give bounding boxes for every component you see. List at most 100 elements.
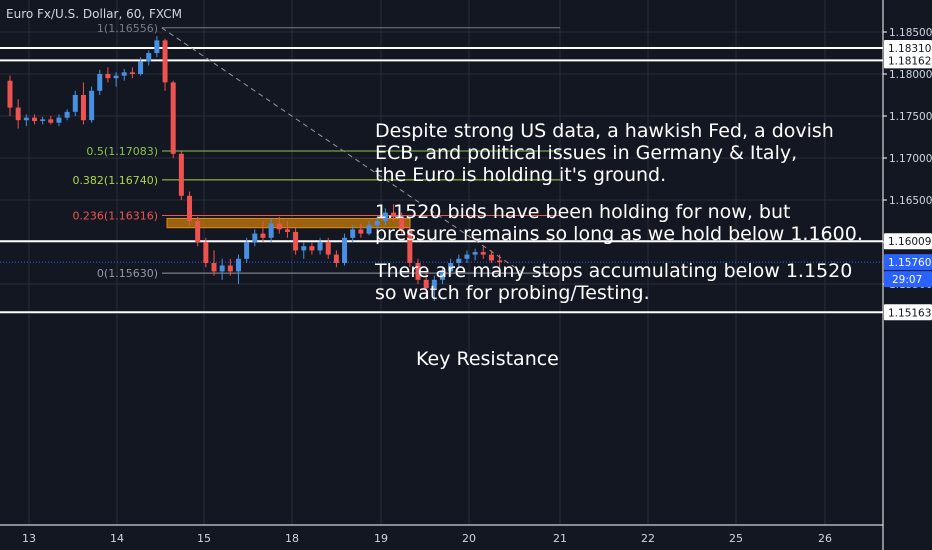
candle bbox=[317, 237, 323, 255]
candle bbox=[382, 208, 388, 226]
candle-body bbox=[129, 72, 135, 74]
candle bbox=[325, 237, 331, 259]
candle-body bbox=[56, 117, 62, 123]
candle-body bbox=[456, 258, 462, 263]
candle-body bbox=[399, 216, 405, 230]
candle bbox=[497, 254, 503, 268]
price-level-badge-label: 1.15760 bbox=[888, 257, 931, 269]
candle-body bbox=[7, 80, 13, 108]
candle-body bbox=[342, 237, 348, 263]
candle bbox=[203, 237, 209, 268]
time-tick-label: 19 bbox=[374, 532, 388, 545]
time-tick-label: 22 bbox=[641, 532, 655, 545]
candle bbox=[7, 75, 13, 116]
candle-body bbox=[488, 254, 494, 261]
candle bbox=[480, 246, 486, 259]
candle-body bbox=[276, 223, 282, 230]
candle bbox=[211, 250, 217, 276]
candle-body bbox=[317, 242, 323, 251]
candle-body bbox=[480, 252, 486, 255]
candle-body bbox=[146, 53, 152, 62]
candle bbox=[23, 114, 29, 127]
candle bbox=[293, 226, 299, 255]
fibonacci-retracement[interactable]: 1(1.16556) 0.5(1.17083) 0.382(1.16740) 0.23… bbox=[72, 22, 560, 280]
key-resistance-label[interactable]: Key Resistance bbox=[416, 348, 559, 370]
candle-body bbox=[358, 229, 364, 234]
price-tick-label: 1.17000 bbox=[889, 153, 932, 165]
time-tick-label: 14 bbox=[110, 532, 124, 545]
time-tick-label: 21 bbox=[553, 532, 567, 545]
candle bbox=[40, 116, 46, 125]
candle bbox=[472, 248, 478, 261]
candle-body bbox=[178, 153, 184, 196]
candle-body bbox=[391, 212, 397, 217]
candle bbox=[415, 258, 421, 284]
candle bbox=[56, 114, 62, 127]
annotation-line: the Euro is holding it's ground. bbox=[375, 164, 667, 186]
resistance-zone-group[interactable] bbox=[166, 217, 411, 229]
price-level-badge-label: 1.16009 bbox=[888, 236, 931, 248]
candle bbox=[227, 258, 233, 276]
candle-body bbox=[48, 119, 54, 123]
candle bbox=[178, 151, 184, 200]
candle-body bbox=[162, 40, 168, 83]
annotation-paragraph-3: There are many stops accumulating below … bbox=[375, 260, 875, 304]
candle-body bbox=[284, 229, 290, 232]
candle bbox=[219, 258, 225, 280]
candle bbox=[244, 237, 250, 263]
candle bbox=[431, 275, 437, 301]
candle bbox=[195, 216, 201, 247]
candle bbox=[64, 109, 70, 121]
candle-body bbox=[219, 265, 225, 272]
annotation-line: ECB, and political issues in Germany & I… bbox=[375, 142, 798, 164]
candle bbox=[301, 242, 307, 259]
fib-level-label: 0.5(1.17083) bbox=[86, 145, 158, 158]
time-tick-label: 26 bbox=[818, 532, 832, 545]
candle bbox=[448, 258, 454, 276]
candle-body bbox=[235, 258, 241, 272]
resistance-zone[interactable] bbox=[166, 217, 411, 229]
annotation-line: so watch for probing/Testing. bbox=[375, 282, 650, 304]
candle bbox=[252, 229, 258, 247]
candle bbox=[235, 254, 241, 284]
candle bbox=[309, 242, 315, 255]
candle bbox=[121, 68, 127, 81]
candle-body bbox=[211, 263, 217, 272]
trend-line-group[interactable] bbox=[161, 27, 522, 272]
candle-body bbox=[374, 221, 380, 226]
candle-body bbox=[23, 117, 29, 121]
candle-body bbox=[309, 246, 315, 251]
annotation-text-box[interactable]: Despite strong US data, a hawkish Fed, a… bbox=[375, 120, 875, 319]
candle-body bbox=[31, 117, 37, 122]
candle bbox=[464, 250, 470, 263]
candle-body bbox=[203, 242, 209, 263]
price-level-badge bbox=[884, 304, 932, 321]
price-tick-label: 1.18500 bbox=[889, 27, 932, 39]
fib-level-label: 0.382(1.16740) bbox=[72, 174, 158, 187]
candle-body bbox=[15, 107, 21, 121]
countdown-label: 29:07 bbox=[892, 274, 922, 286]
time-tick-label: 18 bbox=[285, 532, 299, 545]
candle-body bbox=[154, 40, 160, 53]
price-tick-label: 1.18000 bbox=[889, 69, 932, 81]
candle bbox=[89, 86, 95, 123]
candle bbox=[439, 267, 445, 284]
candle bbox=[276, 216, 282, 234]
time-tick-label: 15 bbox=[197, 532, 211, 545]
candle-body bbox=[464, 254, 470, 259]
candle-body bbox=[105, 74, 111, 79]
candles bbox=[7, 36, 503, 301]
annotation-paragraph-1: Despite strong US data, a hawkish Fed, a… bbox=[375, 120, 875, 186]
candle bbox=[284, 221, 290, 238]
price-level-badge bbox=[884, 39, 932, 56]
candle bbox=[456, 254, 462, 269]
time-tick-label: 20 bbox=[462, 532, 476, 545]
candle bbox=[129, 67, 135, 79]
trend-line[interactable] bbox=[161, 27, 522, 272]
candle-body bbox=[187, 195, 193, 221]
candle bbox=[333, 250, 339, 268]
price-level-badge-label: 1.18310 bbox=[888, 43, 931, 55]
candle-body bbox=[195, 221, 201, 242]
candle bbox=[80, 82, 86, 125]
